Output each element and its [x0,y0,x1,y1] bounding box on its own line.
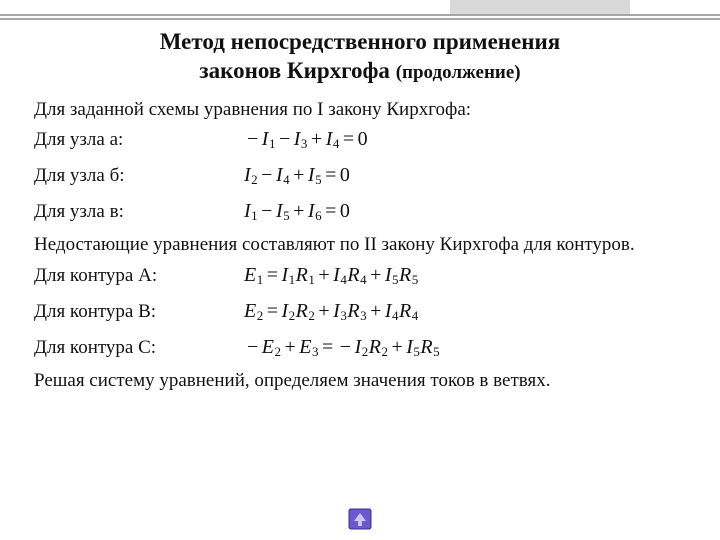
loop-label-b: Для контура B: [34,301,244,323]
node-label-v: Для узла в: [34,201,244,223]
node-row-v: Для узла в: I1−I5+I6=0 [34,197,686,227]
header-rule-1 [0,14,720,16]
title-line2: законов Кирхгофа [199,58,395,83]
header-accent [450,0,630,14]
node-eq-a: −I1−I3+I4=0 [244,128,368,152]
loop-row-a: Для контура A: E1=I1R1+I4R4+I5R5 [34,261,686,291]
node-eq-v: I1−I5+I6=0 [244,200,350,224]
loop-label-c: Для контура C: [34,337,244,359]
conclusion-text: Решая систему уравнений, определяем знач… [34,369,686,393]
intro-text: Для заданной схемы уравнения по I закону… [34,98,686,122]
loop-row-b: Для контура B: E2=I2R2+I3R3+I4R4 [34,297,686,327]
loop-row-c: Для контура C: −E2+E3=−I2R2+I5R5 [34,333,686,363]
mid-text: Недостающие уравнения составляют по II з… [34,233,686,257]
header-rule-2 [0,18,720,20]
loop-eq-b: E2=I2R2+I3R3+I4R4 [244,300,419,324]
loop-eq-a: E1=I1R1+I4R4+I5R5 [244,264,419,288]
title-line1: Метод непосредственного применения [160,29,560,54]
node-eq-b: I2−I4+I5=0 [244,164,350,188]
loop-eq-c: −E2+E3=−I2R2+I5R5 [244,336,440,360]
title-suffix: (продолжение) [396,62,521,83]
nav-up-icon[interactable] [348,508,372,530]
slide-title: Метод непосредственного применения закон… [34,28,686,86]
node-row-b: Для узла б: I2−I4+I5=0 [34,161,686,191]
slide-content: Метод непосредственного применения закон… [34,28,686,397]
node-label-b: Для узла б: [34,165,244,187]
node-label-a: Для узла а: [34,129,244,151]
node-row-a: Для узла а: −I1−I3+I4=0 [34,125,686,155]
loop-label-a: Для контура A: [34,265,244,287]
